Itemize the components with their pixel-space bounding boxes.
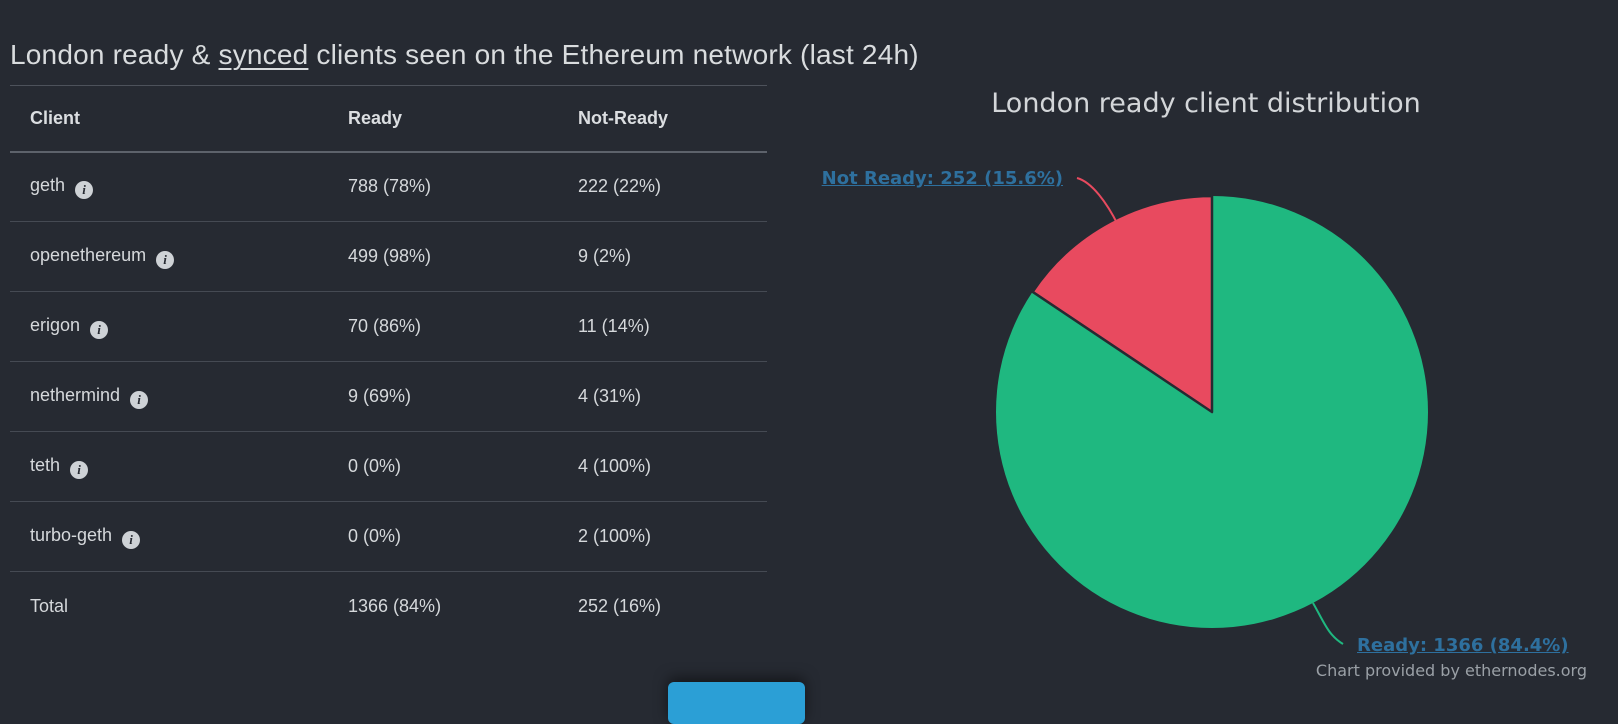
client-name: openethereum	[30, 244, 147, 265]
column-header-ready: Ready	[348, 85, 578, 153]
client-name: erigon	[30, 314, 81, 335]
table-row: teth i 0 (0%) 4 (100%)	[10, 431, 767, 502]
table-row: geth i 788 (78%) 222 (22%)	[10, 152, 767, 222]
page-title-prefix: London ready &	[10, 38, 219, 70]
client-name: nethermind	[30, 384, 121, 405]
column-header-not-ready: Not-Ready	[578, 85, 767, 153]
ready-value: 0 (0%)	[348, 501, 578, 572]
table-row: openethereum i 499 (98%) 9 (2%)	[10, 221, 767, 292]
ready-data-label[interactable]: Ready: 1366 (84.4%)	[1357, 635, 1569, 656]
info-icon[interactable]: i	[130, 390, 149, 409]
ready-value: 1366 (84%)	[348, 571, 578, 642]
connector-not-ready	[1076, 177, 1119, 226]
info-icon[interactable]: i	[70, 460, 89, 479]
ready-value: 70 (86%)	[348, 291, 578, 362]
pie-chart: London ready client distribution Not Rea…	[822, 0, 1618, 693]
ready-value: 0 (0%)	[348, 431, 578, 502]
pie-slice-not-ready[interactable]	[1031, 194, 1214, 414]
page-title-suffix: clients seen on the Ethereum network (la…	[308, 38, 919, 70]
ready-value: 9 (69%)	[348, 361, 578, 432]
primary-button[interactable]	[668, 682, 805, 724]
page-title: London ready & synced clients seen on th…	[10, 39, 919, 71]
not-ready-value: 4 (100%)	[578, 431, 767, 502]
table-row: erigon i 70 (86%) 11 (14%)	[10, 291, 767, 362]
not-ready-value: 9 (2%)	[578, 221, 767, 292]
not-ready-data-label[interactable]: Not Ready: 252 (15.6%)	[821, 168, 1063, 189]
not-ready-value: 11 (14%)	[578, 291, 767, 362]
connector-ready	[1312, 602, 1344, 645]
not-ready-value: 252 (16%)	[578, 571, 767, 642]
clients-table: Client Ready Not-Ready geth i 788 (78%) 2…	[10, 85, 767, 642]
info-icon[interactable]: i	[90, 320, 109, 339]
ready-value: 499 (98%)	[348, 221, 578, 292]
pie-svg	[996, 177, 1428, 645]
table-row-total: Total 1366 (84%) 252 (16%)	[10, 571, 767, 642]
not-ready-value: 4 (31%)	[578, 361, 767, 432]
not-ready-value: 222 (22%)	[578, 176, 662, 197]
ready-value: 788 (78%)	[348, 176, 432, 197]
table-header-row: Client Ready Not-Ready	[10, 85, 767, 153]
info-icon[interactable]: i	[156, 250, 175, 269]
client-name: teth	[30, 454, 61, 475]
info-icon[interactable]: i	[122, 530, 141, 549]
client-name: Total	[30, 596, 69, 617]
clients-table-container: Client Ready Not-Ready geth i 788 (78%) 2…	[10, 85, 767, 642]
table-row: turbo-geth i 0 (0%) 2 (100%)	[10, 501, 767, 572]
not-ready-value: 2 (100%)	[578, 501, 767, 572]
client-name: turbo-geth	[30, 524, 113, 545]
table-row: nethermind i 9 (69%) 4 (31%)	[10, 361, 767, 432]
column-header-client: Client	[10, 85, 348, 153]
synced-term[interactable]: synced	[218, 38, 309, 70]
info-icon[interactable]: i	[75, 180, 94, 199]
client-name: geth	[30, 174, 66, 195]
chart-title: London ready client distribution	[991, 88, 1421, 119]
chart-credits-link[interactable]: Chart provided by ethernodes.org	[1315, 661, 1587, 680]
